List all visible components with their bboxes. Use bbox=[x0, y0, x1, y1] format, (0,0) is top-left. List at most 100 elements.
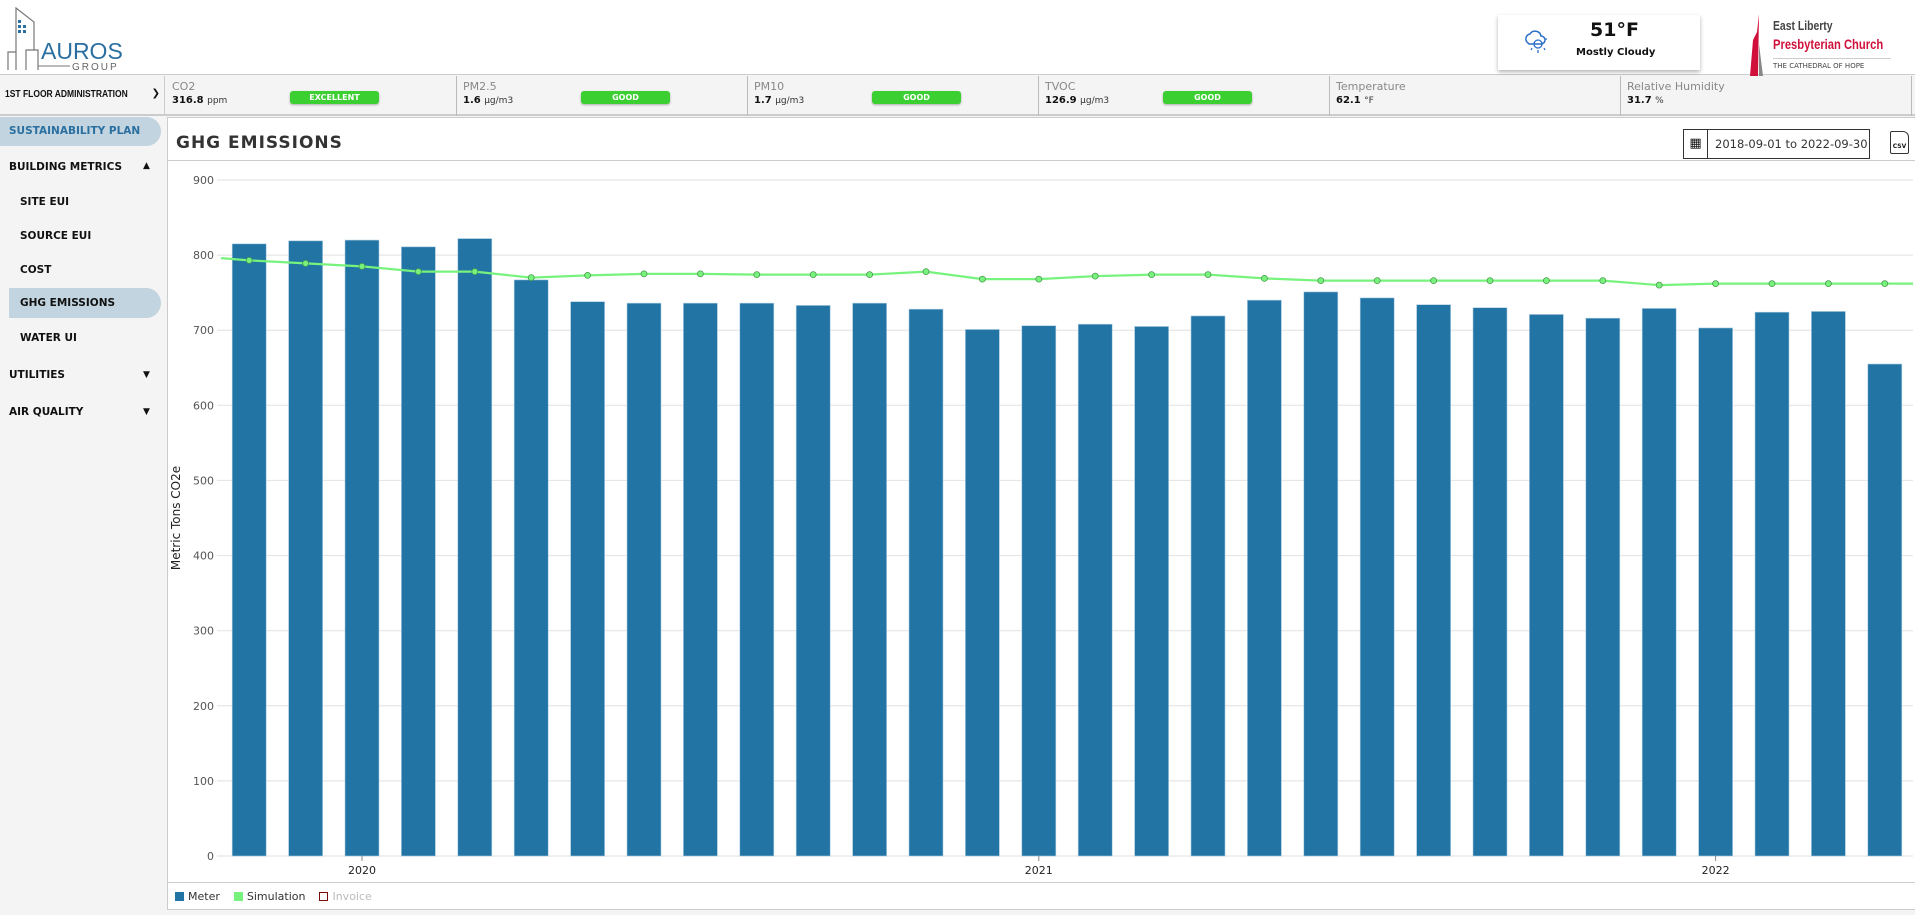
simulation-point[interactable] bbox=[584, 271, 592, 279]
simulation-point[interactable] bbox=[1317, 277, 1325, 285]
simulation-point[interactable] bbox=[1543, 277, 1550, 285]
simulation-point[interactable] bbox=[1825, 280, 1832, 288]
sidebar-item-utilities[interactable]: UTILITIES bbox=[9, 369, 65, 381]
bar-meter[interactable] bbox=[1867, 363, 1903, 857]
legend-item-invoice[interactable]: Invoice bbox=[319, 890, 372, 903]
simulation-point[interactable] bbox=[922, 268, 930, 276]
simulation-point[interactable] bbox=[640, 270, 648, 278]
bar-meter[interactable] bbox=[1303, 291, 1339, 857]
legend-item-simulation[interactable]: Simulation bbox=[233, 890, 305, 903]
y-tick-label: 0 bbox=[207, 850, 214, 863]
bar-meter[interactable] bbox=[739, 302, 775, 857]
bar-meter[interactable] bbox=[288, 240, 323, 857]
metric-value: 126.9 µg/m3 bbox=[1045, 95, 1110, 106]
y-tick-label: 300 bbox=[193, 625, 214, 638]
sidebar-item-air-quality[interactable]: AIR QUALITY bbox=[9, 406, 84, 418]
date-range-picker[interactable]: ▦ 2018-09-01 to 2022-09-30 bbox=[1683, 129, 1870, 159]
sidebar-item-ghg-emissions[interactable]: GHG EMISSIONS bbox=[9, 288, 161, 318]
sidebar-item-label: BUILDING METRICS bbox=[9, 161, 123, 173]
bar-meter[interactable] bbox=[1585, 317, 1621, 857]
bar-meter[interactable] bbox=[1247, 299, 1282, 857]
bar-meter[interactable] bbox=[1754, 311, 1790, 857]
sidebar-item-building-metrics[interactable]: BUILDING METRICS bbox=[9, 161, 122, 173]
simulation-point[interactable] bbox=[1091, 272, 1099, 280]
simulation-point[interactable] bbox=[302, 259, 310, 267]
caret-up-icon[interactable]: ▲ bbox=[143, 161, 150, 171]
bar-meter[interactable] bbox=[231, 243, 267, 857]
bar-meter[interactable] bbox=[1190, 315, 1226, 857]
bar-meter[interactable] bbox=[965, 329, 1000, 857]
bar-meter[interactable] bbox=[401, 246, 436, 857]
simulation-point[interactable] bbox=[1204, 271, 1212, 279]
metric-unit: ppm bbox=[207, 96, 228, 106]
bar-meter[interactable] bbox=[683, 302, 718, 857]
simulation-point[interactable] bbox=[1768, 280, 1776, 288]
floor-selector[interactable]: 1ST FLOOR ADMINISTRATION ❯ bbox=[0, 76, 165, 116]
bar-meter[interactable] bbox=[852, 302, 887, 857]
simulation-point[interactable] bbox=[1486, 277, 1494, 285]
weather-temperature: 51°F bbox=[1590, 19, 1639, 41]
simulation-point[interactable] bbox=[1881, 280, 1889, 288]
bar-meter[interactable] bbox=[513, 279, 549, 857]
y-axis-label: Metric Tons CO2e bbox=[169, 466, 183, 570]
bar-meter[interactable] bbox=[1021, 325, 1057, 857]
simulation-point[interactable] bbox=[697, 270, 704, 278]
bar-meter[interactable] bbox=[344, 239, 380, 857]
y-tick-label: 700 bbox=[193, 324, 214, 337]
simulation-point[interactable] bbox=[753, 271, 761, 279]
simulation-point[interactable] bbox=[358, 262, 366, 270]
metric-value: 1.6 µg/m3 bbox=[463, 95, 514, 106]
bar-meter[interactable] bbox=[1641, 308, 1677, 857]
bar-meter[interactable] bbox=[1698, 327, 1733, 857]
sidebar-item-source-eui[interactable]: SOURCE EUI bbox=[20, 230, 92, 242]
simulation-point[interactable] bbox=[414, 268, 422, 276]
simulation-point[interactable] bbox=[1599, 277, 1607, 285]
bar-meter[interactable] bbox=[1359, 297, 1395, 857]
sidebar-item-cost[interactable]: COST bbox=[20, 264, 52, 276]
x-tick-label: 2021 bbox=[1025, 864, 1053, 877]
simulation-point[interactable] bbox=[1148, 271, 1155, 279]
legend-swatch bbox=[319, 892, 329, 901]
caret-down-icon[interactable]: ▼ bbox=[143, 370, 150, 380]
sidebar-item-site-eui[interactable]: SITE EUI bbox=[20, 196, 70, 208]
simulation-point[interactable] bbox=[245, 256, 253, 264]
bar-meter[interactable] bbox=[1529, 314, 1564, 857]
bar-meter[interactable] bbox=[1077, 323, 1113, 857]
simulation-point[interactable] bbox=[527, 274, 535, 282]
sidebar-item-water-ui[interactable]: WATER UI bbox=[20, 332, 77, 344]
simulation-point[interactable] bbox=[1430, 277, 1437, 285]
caret-down-icon[interactable]: ▼ bbox=[143, 407, 150, 417]
legend-label: Invoice bbox=[332, 890, 372, 903]
bar-meter[interactable] bbox=[908, 308, 944, 857]
legend-item-meter[interactable]: Meter bbox=[175, 890, 220, 903]
bar-meter[interactable] bbox=[1811, 311, 1846, 857]
simulation-point[interactable] bbox=[979, 275, 986, 283]
metric-pm2-5: PM2.5 1.6 µg/m3 GOOD bbox=[457, 76, 748, 116]
simulation-point[interactable] bbox=[866, 271, 873, 279]
simulation-point[interactable] bbox=[809, 271, 817, 279]
bar-meter[interactable] bbox=[795, 305, 831, 857]
bar-meter[interactable] bbox=[457, 238, 493, 857]
bar-meter[interactable] bbox=[626, 302, 662, 857]
simulation-point[interactable] bbox=[1655, 281, 1663, 289]
bar-meter[interactable] bbox=[570, 301, 605, 857]
calendar-icon: ▦ bbox=[1684, 130, 1708, 158]
metric-value: 62.1 °F bbox=[1336, 95, 1374, 106]
simulation-point[interactable] bbox=[1035, 275, 1043, 283]
chart-card: GHG EMISSIONS ▦ 2018-09-01 to 2022-09-30… bbox=[167, 117, 1915, 910]
metric-status-badge: GOOD bbox=[872, 91, 961, 104]
date-range-value: 2018-09-01 to 2022-09-30 bbox=[1715, 137, 1868, 151]
csv-download-icon[interactable]: CSV bbox=[1890, 131, 1909, 154]
simulation-point[interactable] bbox=[471, 268, 479, 276]
logo-subtext: GROUP bbox=[72, 62, 119, 72]
bar-meter[interactable] bbox=[1472, 307, 1508, 857]
simulation-point[interactable] bbox=[1261, 274, 1268, 282]
sidebar-item-sustainability-plan[interactable]: SUSTAINABILITY PLAN bbox=[0, 117, 161, 146]
bar-meter[interactable] bbox=[1134, 326, 1169, 857]
auros-logo[interactable]: AUROS GROUP bbox=[4, 6, 164, 72]
y-tick-label: 500 bbox=[193, 474, 214, 487]
simulation-point[interactable] bbox=[1373, 277, 1381, 285]
bar-meter[interactable] bbox=[1416, 304, 1451, 857]
simulation-point[interactable] bbox=[1712, 280, 1719, 288]
floor-label: 1ST FLOOR ADMINISTRATION bbox=[5, 89, 128, 100]
